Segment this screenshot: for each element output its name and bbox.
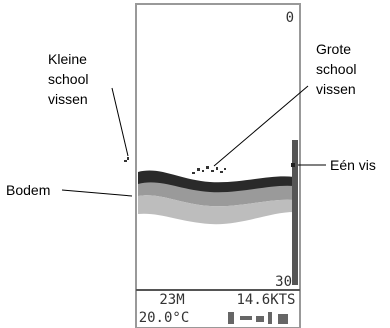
annotation: Eén vis — [330, 157, 376, 173]
annotation: vissen — [316, 81, 356, 97]
scale-bar — [292, 140, 298, 285]
annotation: Grote — [316, 41, 351, 57]
annotation: Kleine — [48, 51, 87, 67]
annotation: school — [48, 71, 88, 87]
depth-bottom: 30 — [275, 274, 292, 290]
status-depth: 23M — [159, 292, 184, 308]
annotation: school — [316, 61, 356, 77]
single-fish-echo — [291, 163, 295, 167]
status-speed: 14.6KTS — [236, 292, 295, 308]
annotation: vissen — [48, 91, 88, 107]
diagram: 0 30 23M 14.6KTS 20.0°C Kleine school vi… — [0, 0, 390, 328]
annotation: Bodem — [6, 182, 50, 198]
page: 0 30 23M 14.6KTS 20.0°C Kleine school vi… — [0, 0, 390, 328]
sonar-screen: 0 30 23M 14.6KTS 20.0°C — [124, 4, 300, 328]
depth-top: 0 — [286, 10, 294, 26]
status-temperature: 20.0°C — [139, 310, 190, 326]
small-school-echo — [124, 157, 129, 162]
